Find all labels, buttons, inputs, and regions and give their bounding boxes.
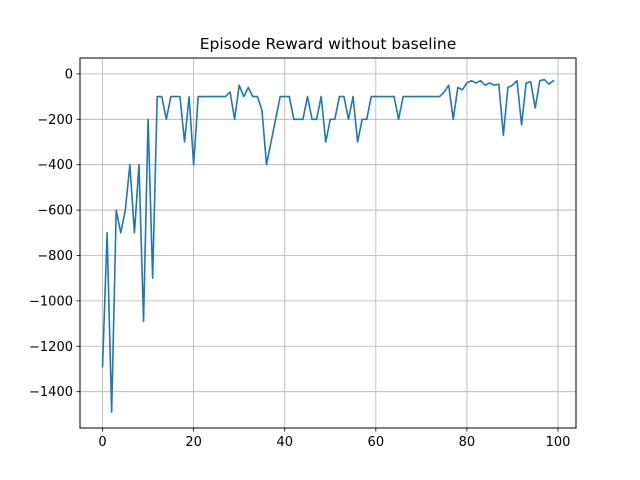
x-tick-label: 40 <box>276 435 293 450</box>
grid-layer <box>80 58 576 428</box>
tick-layer: 0 20 40 60 80 100 0 −200 −400 −600 −800 −1000 −1200 −… <box>29 67 570 450</box>
y-tick-label: −600 <box>37 204 73 219</box>
y-tick-label: −1200 <box>29 340 73 355</box>
y-tick-label: −200 <box>37 113 73 128</box>
y-tick-label: −400 <box>37 158 73 173</box>
series-line-0 <box>101 78 555 413</box>
y-tick-label: 0 <box>65 67 73 82</box>
y-tick-label: −800 <box>37 249 73 264</box>
x-tick-label: 80 <box>459 435 476 450</box>
series-layer <box>101 78 555 413</box>
chart-title: Episode Reward without baseline <box>200 35 457 53</box>
axes-frame <box>79 57 577 429</box>
x-tick-label: 100 <box>546 435 571 450</box>
x-tick-label: 60 <box>368 435 385 450</box>
y-tick-label: −1400 <box>29 385 73 400</box>
y-tick-label: −1000 <box>29 294 73 309</box>
x-tick-label: 20 <box>185 435 202 450</box>
x-tick-label: 0 <box>98 435 106 450</box>
